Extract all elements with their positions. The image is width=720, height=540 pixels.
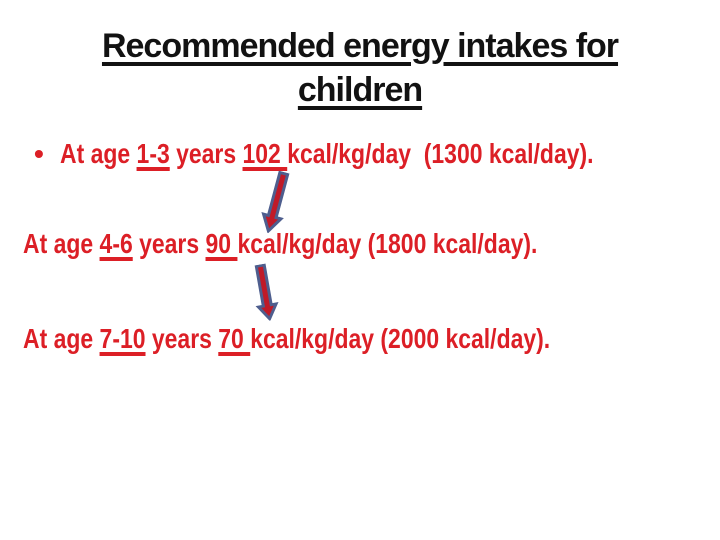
line3-age-range: 7-10: [99, 323, 146, 354]
line2-kcal-value: 90: [205, 228, 238, 259]
line3-kcal-value: 70: [218, 323, 251, 354]
line3-rest: kcal/kg/day (2000 kcal/day).: [250, 323, 551, 354]
line2-mid: years: [132, 228, 206, 259]
line-age-4-6: At age 4-6 years 90 kcal/kg/day (1800 kc…: [23, 230, 537, 258]
down-arrow-icon: [254, 263, 279, 322]
title-line-1: Recommended energy intakes for: [101, 27, 619, 65]
line-age-7-10: At age 7-10 years 70 kcal/kg/day (2000 k…: [23, 325, 550, 353]
bullet-marker: •: [34, 138, 44, 169]
line1-kcal-value: 102: [242, 138, 288, 169]
down-arrow-icon: [261, 170, 290, 234]
line1-rest: kcal/kg/day (1300 kcal/day).: [287, 138, 594, 169]
line1-pre: At age: [60, 138, 137, 169]
line1-mid: years: [169, 138, 243, 169]
line1-age-range: 1-3: [136, 138, 170, 169]
line2-rest: kcal/kg/day (1800 kcal/day).: [237, 228, 538, 259]
line3-pre: At age: [23, 323, 100, 354]
line3-mid: years: [145, 323, 219, 354]
line2-pre: At age: [23, 228, 100, 259]
slide-title: Recommended energy intakes for children: [0, 24, 720, 112]
title-line-2: children: [297, 71, 423, 109]
bullet-line-age-1-3: At age 1-3 years 102 kcal/kg/day (1300 k…: [60, 140, 594, 168]
line2-age-range: 4-6: [99, 228, 133, 259]
